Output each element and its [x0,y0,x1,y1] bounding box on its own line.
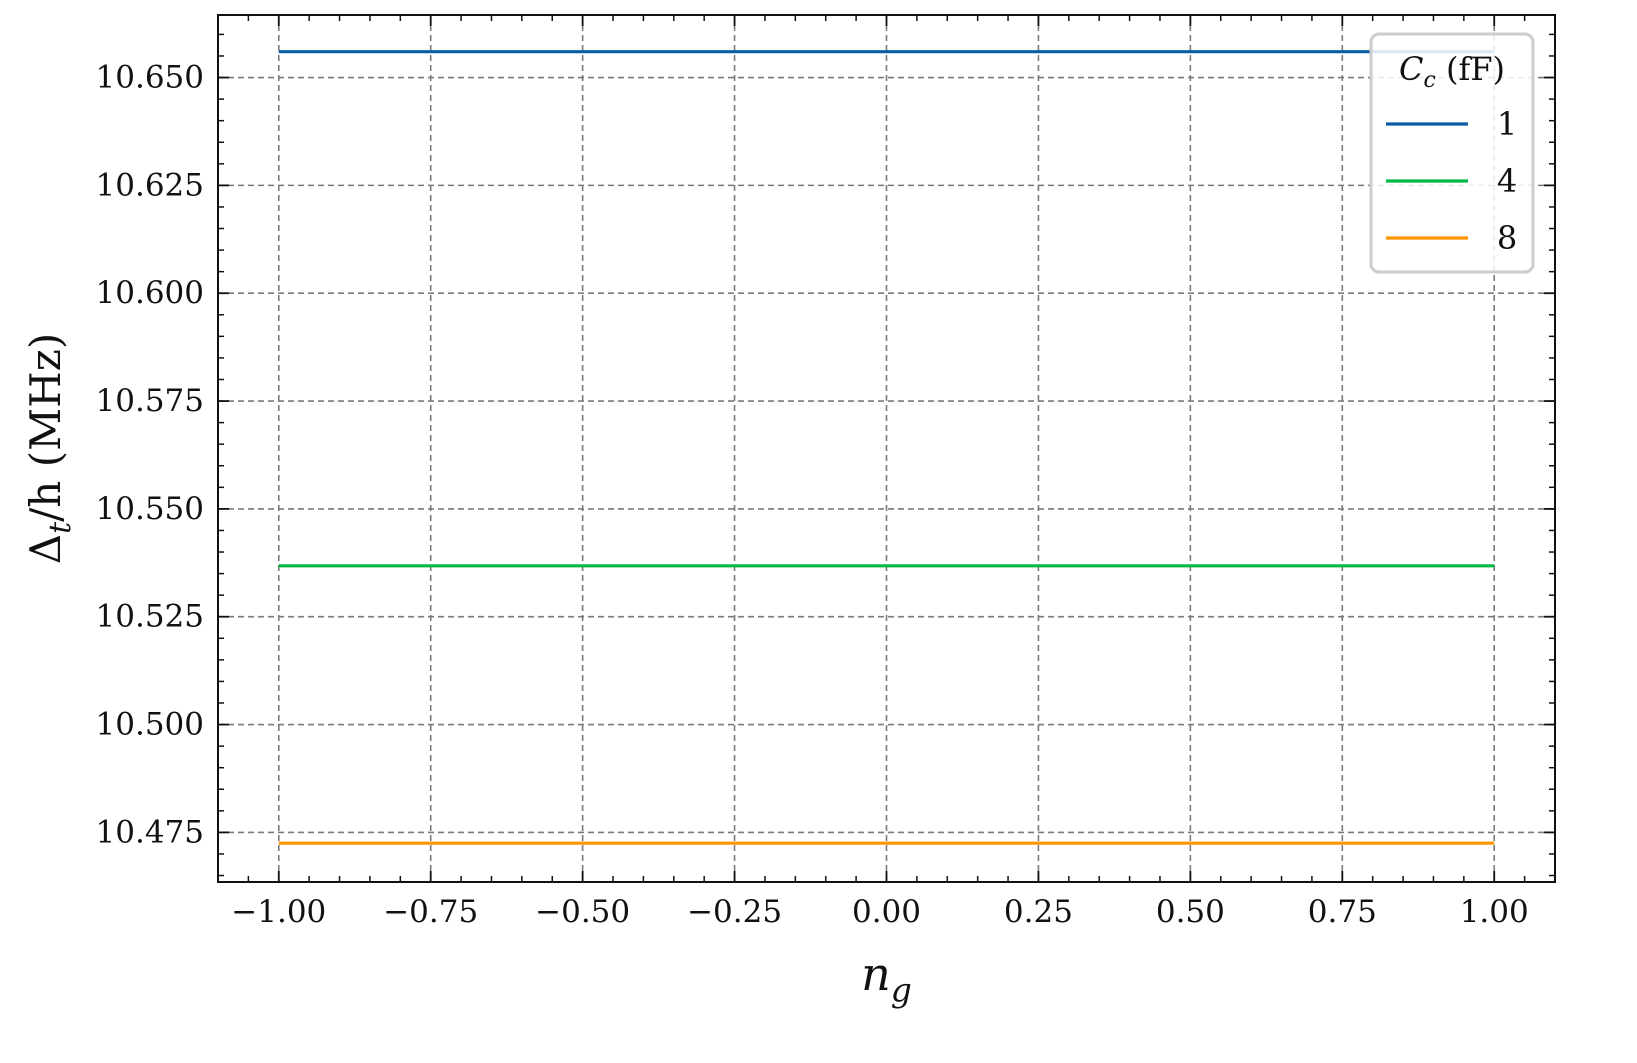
legend-title: Cc (fF) [1399,50,1505,93]
grid [218,15,1555,882]
y-axis-title-base: Δ [21,534,70,564]
y-tick-label: 10.650 [96,60,204,96]
legend-label-4: 4 [1497,162,1517,200]
x-tick-label: 0.00 [852,894,921,930]
legend-label-8: 8 [1497,219,1517,257]
y-tick-label: 10.500 [96,707,204,743]
y-tick-labels: 10.475 10.500 10.525 10.550 10.575 10.600 10.6… [96,60,204,851]
x-tick-label: 0.75 [1308,894,1377,930]
legend-box [1369,32,1535,274]
x-tick-label: −0.25 [687,894,782,930]
y-axis-title: Δt/h (MHz) [21,333,78,565]
y-tick-label: 10.600 [96,275,204,311]
x-tick-label: −0.75 [383,894,478,930]
legend-title-subscript: c [1423,68,1435,93]
x-tick-label: −0.50 [535,894,630,930]
y-tick-label: 10.625 [96,167,204,203]
x-tick-label: 0.50 [1156,894,1225,930]
plot-frame [217,14,1556,883]
x-axis-title-base: n [861,947,891,1001]
y-tick-label: 10.550 [96,491,204,527]
legend-label-1: 1 [1497,105,1517,143]
x-axis-title: ng [861,947,912,1009]
y-tick-label: 10.575 [96,383,204,419]
series-layer [278,50,1495,845]
major-ticks [218,15,1555,882]
x-tick-label: −1.00 [231,894,326,930]
legend: Cc (fF) 1 4 8 [1369,32,1535,274]
y-tick-label: 10.525 [96,599,204,635]
x-axis-title-subscript: g [891,970,912,1009]
x-tick-labels: −1.00 −0.75 −0.50 −0.25 0.00 0.25 0.50 0.75 1.00 [231,894,1528,930]
x-tick-label: 1.00 [1460,894,1529,930]
y-tick-label: 10.475 [96,814,204,850]
y-axis-title-subscript: t [43,521,78,534]
legend-entries: 1 4 8 [1386,105,1517,257]
x-tick-label: 0.25 [1004,894,1073,930]
legend-title-rest: (fF) [1436,50,1505,88]
legend-title-base: C [1399,50,1423,88]
y-axis-title-rest: /h (MHz) [21,333,70,522]
